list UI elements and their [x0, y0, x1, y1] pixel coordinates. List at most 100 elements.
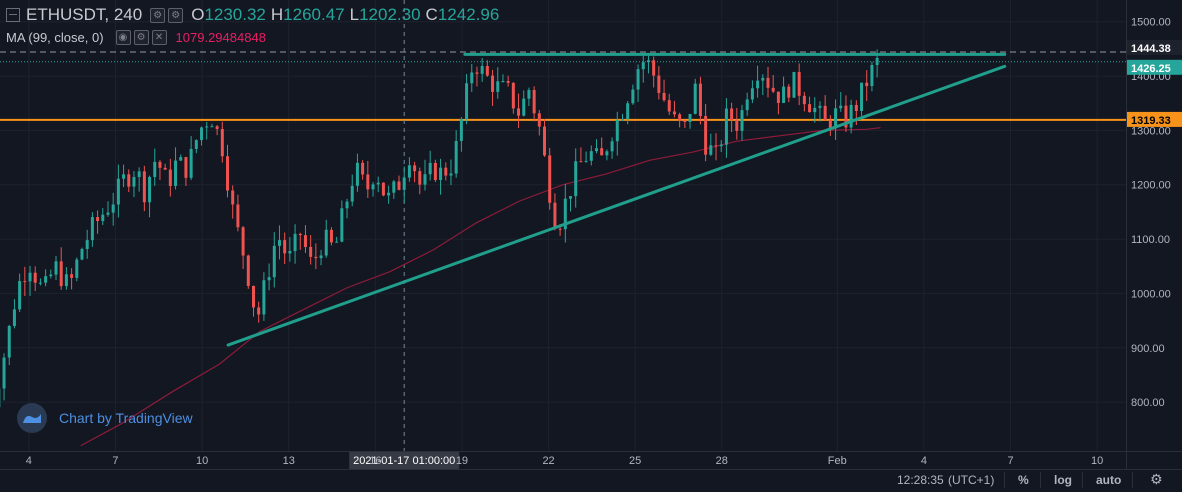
candle-body [730, 109, 733, 120]
candle-body [18, 281, 21, 309]
candle-body [741, 110, 744, 131]
watermark-text: Chart by TradingView [59, 410, 193, 426]
candles [0, 49, 879, 431]
gear-icon[interactable]: ⚙ [134, 30, 149, 45]
candle-body [382, 183, 385, 196]
candle-body [746, 99, 749, 110]
candle-body [75, 260, 78, 278]
eye-icon[interactable]: ◉ [116, 30, 131, 45]
candle-body [65, 274, 68, 286]
candle-body [626, 103, 629, 119]
candle-body [164, 168, 167, 170]
log-button[interactable]: log [1054, 473, 1072, 487]
candle-body [242, 227, 245, 255]
candle-body [210, 126, 213, 127]
candle-body [190, 149, 193, 178]
candle-body [475, 72, 478, 73]
candle-body [221, 129, 224, 156]
candle-body [340, 208, 343, 241]
open-value: 1230.32 [204, 5, 265, 25]
horizontal-levels [0, 52, 1126, 120]
candle-body [158, 162, 161, 168]
candle-body [569, 196, 572, 199]
candle-body [184, 157, 187, 178]
settings-icon[interactable]: ⚙ [150, 8, 165, 23]
candle-body [3, 358, 6, 389]
candle-body [725, 109, 728, 145]
menu-icon[interactable] [6, 8, 20, 22]
candle-body [377, 183, 380, 185]
price-axis[interactable]: 1500.001400.001300.001200.001100.001000.… [1127, 0, 1182, 469]
candle-body [585, 161, 588, 162]
close-icon[interactable]: ✕ [152, 30, 167, 45]
candle-body [398, 181, 401, 189]
auto-button[interactable]: auto [1096, 473, 1121, 487]
candle-body [39, 283, 42, 284]
timezone-button[interactable]: (UTC+1) [948, 473, 994, 487]
candle-body [699, 84, 702, 116]
candle-body [174, 161, 177, 186]
percent-button[interactable]: % [1018, 473, 1029, 487]
price-chart[interactable]: 2021-01-17 01:00:00 1500.001400.001300.0… [0, 0, 1182, 469]
gear-icon[interactable]: ⚙ [1150, 471, 1163, 488]
candle-body [538, 113, 541, 126]
candle-body [304, 235, 307, 247]
candle-body [361, 163, 364, 175]
close-value: 1242.96 [438, 5, 499, 25]
trendlines[interactable] [228, 54, 1005, 345]
candle-body [756, 81, 759, 89]
candle-body [766, 78, 769, 88]
candle-body [200, 127, 203, 140]
candle-body [299, 234, 302, 235]
candle-body [657, 76, 660, 93]
candle-body [543, 127, 546, 156]
candle-body [13, 309, 16, 326]
candle-body [408, 165, 411, 177]
gear-icon[interactable]: ⚙ [168, 8, 183, 23]
candle-body [663, 93, 666, 100]
x-tick-label: 25 [629, 455, 641, 467]
price-label-text: 1444.38 [1131, 43, 1171, 55]
candle-body [283, 240, 286, 253]
ma-value: 1079.29484848 [176, 30, 266, 45]
candle-body [496, 81, 499, 92]
candle-body [865, 83, 868, 86]
ma-99-line [81, 128, 881, 446]
divider [1040, 472, 1041, 488]
candle-body [403, 178, 406, 190]
candle-body [330, 230, 333, 243]
tradingview-watermark[interactable]: Chart by TradingView [17, 403, 193, 433]
close-label: C [426, 5, 438, 25]
candle-body [335, 242, 338, 243]
candle-body [621, 119, 624, 120]
x-tick-label: Feb [828, 455, 847, 467]
candle-body [715, 145, 718, 146]
candle-body [356, 163, 359, 186]
candle-body [751, 88, 754, 99]
open-label: O [191, 5, 204, 25]
candle-body [80, 249, 83, 260]
candle-body [600, 148, 603, 155]
candle-body [803, 96, 806, 104]
divider [1082, 472, 1083, 488]
x-tick-label: 19 [456, 455, 468, 467]
candle-body [673, 111, 676, 114]
candle-body [501, 81, 504, 82]
candle-body [855, 105, 858, 111]
candle-body [486, 66, 489, 76]
candle-body [60, 261, 63, 286]
candle-body [231, 191, 234, 205]
candle-body [792, 72, 795, 98]
candle-body [143, 171, 146, 202]
candle-body [637, 69, 640, 89]
candle-body [268, 277, 271, 280]
y-tick-label: 900.00 [1131, 343, 1165, 355]
candle-body [132, 177, 135, 187]
candle-body [860, 83, 863, 111]
candle-body [668, 100, 671, 111]
candle-body [44, 276, 47, 283]
candle-body [91, 217, 94, 240]
